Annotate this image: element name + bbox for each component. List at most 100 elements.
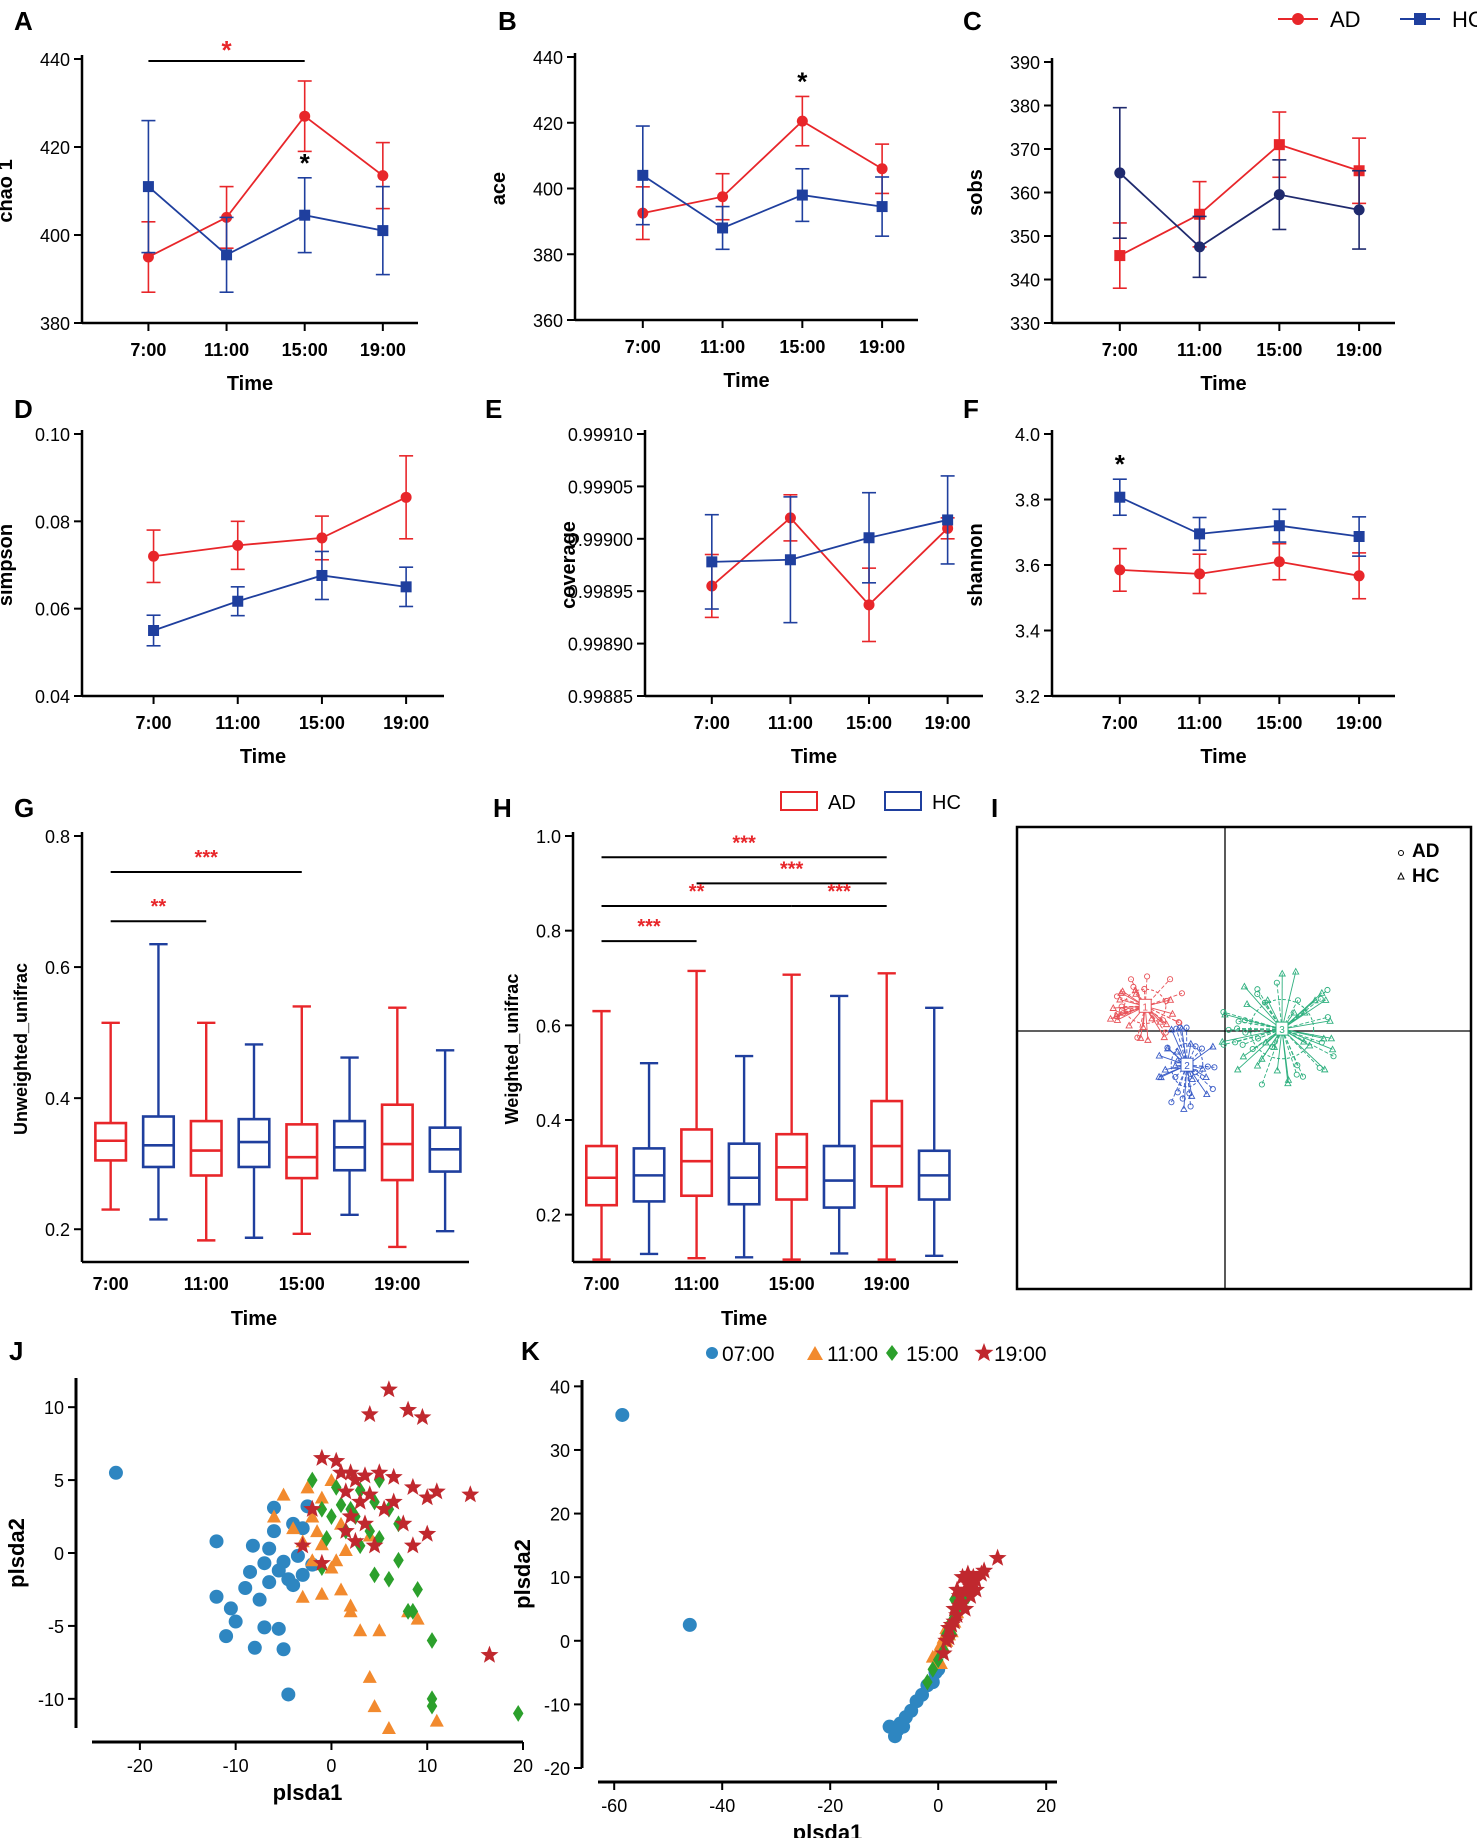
panel-b-ace-chart: B 360 380 400 420 440 7:00 11:00 15:00 19:00 Time a…: [488, 6, 918, 392]
data-point: [958, 1574, 977, 1592]
sample-point-ad: [1175, 1019, 1182, 1026]
x-tick-label: 19:00: [925, 713, 971, 733]
sample-point-hc: [1291, 967, 1300, 975]
y-axis-title: plsda2: [510, 1539, 535, 1609]
data-point: [412, 1581, 423, 1598]
y-tick-label: 0.99910: [568, 425, 633, 445]
data-point-ad: [1273, 556, 1285, 568]
cluster-center-label: 3: [1279, 1025, 1285, 1036]
y-tick-label: 3.4: [1015, 622, 1040, 642]
data-point: [682, 1617, 697, 1632]
x-tick-label: 11:00: [768, 713, 813, 733]
data-point: [615, 1407, 630, 1422]
data-point: [418, 1524, 437, 1542]
x-axis-title: Time: [1200, 373, 1246, 395]
series-line-hc: [642, 174, 883, 229]
y-tick-label: 0: [560, 1632, 570, 1652]
box-hc: [237, 1043, 271, 1239]
y-tick-label: 10: [550, 1568, 570, 1588]
sample-point-hc: [1284, 1079, 1292, 1087]
pca-legend-hc-label: HC: [1412, 866, 1440, 887]
x-tick-label: 20: [1036, 1796, 1056, 1816]
sample-point-ad: [1172, 1074, 1179, 1081]
data-point: [293, 1536, 312, 1554]
sample-point-hc: [1240, 982, 1249, 990]
sample-point-hc: [1180, 1104, 1188, 1112]
sample-point-ad: [1144, 973, 1151, 980]
data-point: [360, 1405, 379, 1423]
y-tick-label: 0.4: [45, 1089, 70, 1109]
data-point-ad: [1194, 208, 1206, 220]
sample-point-ad: [1241, 1017, 1248, 1024]
panel-f-shannon-chart: F 3.2 3.4 3.6 3.8 4.0 7:00 11:00 15:00 19:00 Time s…: [963, 394, 1395, 768]
y-tick-label: 360: [1010, 184, 1040, 204]
x-tick-label: 11:00: [184, 1274, 229, 1294]
spoke: [1276, 982, 1283, 1030]
iqr-box: [141, 1115, 176, 1169]
data-point: [967, 1580, 985, 1598]
legend-time-07-label: 07:00: [722, 1343, 775, 1366]
data-point: [247, 1640, 262, 1655]
x-tick-label: 7:00: [1102, 713, 1138, 733]
sample-point-ad: [1118, 1003, 1125, 1010]
y-tick-label: 30: [550, 1441, 570, 1461]
sample-point-hc: [1168, 1009, 1177, 1017]
data-point-hc: [142, 181, 154, 193]
data-point-ad: [1194, 568, 1206, 580]
panel-c-sobs-chart: C 330 340 350 360 370 380 390 7:00 11:00 15:00 19:0…: [963, 6, 1395, 395]
series-0700: [615, 1407, 946, 1744]
sample-point-hc: [1161, 1065, 1170, 1073]
panel-letter: E: [485, 394, 502, 424]
data-point: [351, 1492, 370, 1510]
iqr-box: [189, 1119, 223, 1177]
data-point: [934, 1644, 953, 1662]
sample-point-hc: [1162, 1020, 1171, 1028]
y-tick-label: 440: [40, 50, 70, 70]
series-1500: [307, 1471, 524, 1722]
cluster-center-box: [1138, 998, 1152, 1013]
data-point: [219, 1629, 234, 1644]
data-point: [927, 1661, 939, 1678]
sample-point-hc: [1263, 996, 1272, 1004]
data-point: [209, 1534, 224, 1549]
spoke: [1281, 1000, 1299, 1030]
data-point: [369, 1566, 380, 1584]
box-ad: [189, 1021, 223, 1242]
data-point: [407, 1602, 419, 1620]
y-tick-label: -20: [544, 1759, 570, 1779]
y-axis-title: ace: [488, 172, 510, 205]
data-point: [310, 1524, 325, 1538]
x-axis-title: Time: [1200, 746, 1246, 768]
sample-point-ad: [1179, 1095, 1186, 1102]
box-ad: [94, 1021, 128, 1211]
data-point: [384, 1467, 403, 1485]
cluster-center-label: 2: [1184, 1061, 1190, 1072]
significance-stars: ***: [637, 916, 661, 938]
sample-point-ad: [1232, 1039, 1239, 1046]
sample-point-ad: [1174, 1089, 1181, 1096]
x-tick-label: 15:00: [769, 1274, 815, 1294]
sample-point-ad: [1162, 1029, 1169, 1036]
y-tick-label: 380: [1010, 97, 1040, 117]
data-point: [316, 1559, 328, 1576]
x-axis-title: Time: [240, 746, 286, 768]
y-tick-label: 0.2: [45, 1220, 70, 1240]
data-point: [399, 1400, 418, 1418]
x-axis-title: Time: [721, 1308, 767, 1330]
significance-star: *: [797, 66, 808, 96]
spoke: [1281, 1016, 1328, 1030]
data-point: [356, 1514, 374, 1532]
iqr-box: [380, 1103, 414, 1182]
sample-point-ad: [1113, 1013, 1120, 1020]
x-tick-label: 11:00: [204, 340, 249, 360]
box-ad: [380, 1006, 414, 1249]
x-tick-label: -40: [709, 1796, 735, 1816]
y-tick-label: 380: [40, 314, 70, 334]
sample-point-ad: [1141, 985, 1148, 993]
data-point: [338, 1543, 353, 1557]
sample-point-ad: [1316, 1064, 1323, 1071]
x-tick-label: 7:00: [136, 713, 172, 733]
data-point: [375, 1499, 394, 1517]
box-hc: [822, 994, 856, 1255]
data-point-hc: [400, 581, 412, 593]
